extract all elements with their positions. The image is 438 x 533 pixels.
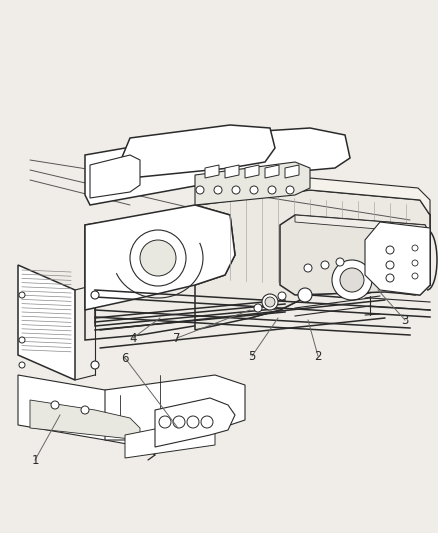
Text: 1: 1 [31, 454, 39, 466]
Polygon shape [85, 190, 430, 340]
Circle shape [19, 362, 25, 368]
Circle shape [298, 288, 312, 302]
Polygon shape [280, 215, 430, 295]
Circle shape [304, 264, 312, 272]
Circle shape [268, 186, 276, 194]
Polygon shape [245, 165, 259, 178]
Circle shape [412, 260, 418, 266]
Polygon shape [85, 128, 350, 205]
Text: 6: 6 [121, 351, 129, 365]
Polygon shape [85, 205, 235, 310]
Polygon shape [30, 400, 140, 440]
Polygon shape [195, 162, 310, 205]
Text: 5: 5 [248, 350, 256, 362]
Polygon shape [125, 422, 215, 458]
Circle shape [130, 230, 186, 286]
Polygon shape [200, 178, 430, 215]
Polygon shape [265, 165, 279, 178]
Circle shape [81, 406, 89, 414]
Polygon shape [105, 375, 245, 440]
Circle shape [187, 416, 199, 428]
Circle shape [412, 245, 418, 251]
Circle shape [159, 416, 171, 428]
Circle shape [19, 292, 25, 298]
Polygon shape [18, 375, 175, 450]
Polygon shape [18, 265, 75, 380]
Text: 7: 7 [173, 332, 181, 344]
Circle shape [250, 186, 258, 194]
Circle shape [19, 337, 25, 343]
Circle shape [386, 261, 394, 269]
Polygon shape [120, 125, 275, 178]
Circle shape [91, 291, 99, 299]
Polygon shape [285, 165, 299, 178]
Polygon shape [205, 165, 219, 178]
Text: 4: 4 [129, 332, 137, 344]
Text: 3: 3 [401, 313, 409, 327]
Circle shape [196, 186, 204, 194]
Polygon shape [195, 190, 430, 330]
Circle shape [386, 246, 394, 254]
Circle shape [173, 416, 185, 428]
Circle shape [214, 186, 222, 194]
Circle shape [140, 240, 176, 276]
Circle shape [286, 186, 294, 194]
Polygon shape [295, 215, 430, 235]
Circle shape [265, 297, 275, 307]
Circle shape [51, 401, 59, 409]
Circle shape [321, 261, 329, 269]
Polygon shape [365, 222, 430, 295]
Circle shape [332, 260, 372, 300]
Text: 2: 2 [314, 350, 322, 362]
Circle shape [91, 361, 99, 369]
Circle shape [412, 273, 418, 279]
Circle shape [262, 294, 278, 310]
Circle shape [278, 292, 286, 300]
Polygon shape [155, 398, 235, 447]
Circle shape [386, 274, 394, 282]
Circle shape [336, 258, 344, 266]
Circle shape [232, 186, 240, 194]
Circle shape [254, 304, 262, 312]
Circle shape [340, 268, 364, 292]
Polygon shape [90, 155, 140, 198]
Circle shape [201, 416, 213, 428]
Polygon shape [225, 165, 239, 178]
